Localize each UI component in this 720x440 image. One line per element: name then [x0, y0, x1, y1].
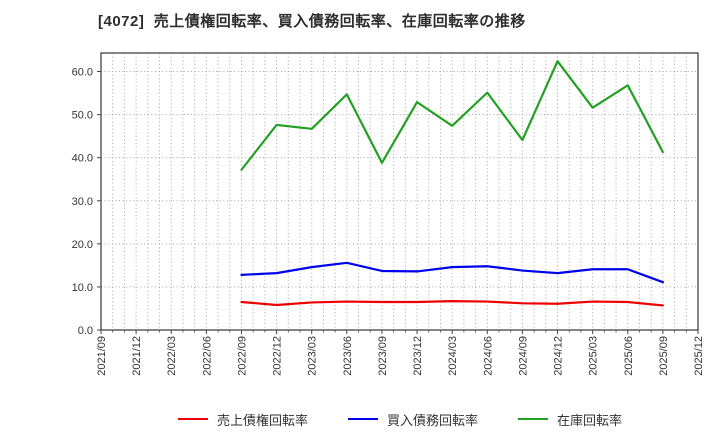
series-line-2	[240, 60, 664, 171]
legend-label-inventory-turnover: 在庫回転率	[557, 412, 623, 428]
x-tick-label: 2025/03	[588, 336, 600, 376]
y-tick-label: 20.0	[72, 239, 93, 251]
x-tick-label: 2024/03	[447, 336, 459, 376]
x-tick-label: 2025/09	[658, 336, 670, 376]
legend-item-payables-turnover: 買入債務回転率	[347, 410, 478, 429]
legend-swatch-green-line	[518, 418, 548, 420]
x-tick-label: 2022/09	[236, 336, 248, 376]
y-tick-label: 50.0	[72, 110, 93, 122]
y-tick-label: 30.0	[72, 196, 93, 208]
legend-label-payables-turnover: 買入債務回転率	[386, 412, 478, 428]
x-tick-label: 2021/09	[96, 336, 108, 376]
x-tick-label: 2025/06	[623, 336, 635, 376]
x-tick-label: 2024/09	[517, 336, 529, 376]
legend-item-receivables-turnover: 売上債権回転率	[177, 410, 308, 429]
series-line-0	[240, 300, 664, 307]
x-tick-label: 2025/12	[693, 336, 705, 376]
x-tick-label: 2023/09	[377, 336, 389, 376]
x-tick-label: 2022/03	[166, 336, 178, 376]
legend-swatch-blue-line	[347, 418, 378, 420]
x-tick-label: 2024/06	[482, 336, 494, 376]
y-tick-label: 10.0	[72, 282, 93, 294]
series-line-1	[240, 261, 664, 284]
y-tick-label: 0.0	[78, 325, 93, 337]
legend: 売上債権回転率 買入債務回転率 在庫回転率	[40, 405, 720, 433]
x-tick-label: 2023/12	[412, 336, 424, 376]
x-tick-label: 2022/12	[272, 336, 284, 376]
legend-item-inventory-turnover: 在庫回転率	[518, 410, 622, 429]
legend-label-receivables-turnover: 売上債権回転率	[216, 412, 308, 428]
x-tick-label: 2023/06	[342, 336, 354, 376]
chart-title: [4072] 売上債権回転率、買入債務回転率、在庫回転率の推移	[98, 13, 526, 30]
plot-frame	[100, 52, 699, 331]
x-tick-label: 2023/03	[307, 336, 319, 376]
legend-swatch-red-line	[177, 418, 208, 420]
y-tick-label: 40.0	[72, 153, 93, 165]
x-tick-label: 2021/12	[131, 336, 143, 376]
y-tick-label: 60.0	[72, 67, 93, 79]
x-tick-label: 2024/12	[553, 336, 565, 376]
x-tick-label: 2022/06	[201, 336, 213, 376]
